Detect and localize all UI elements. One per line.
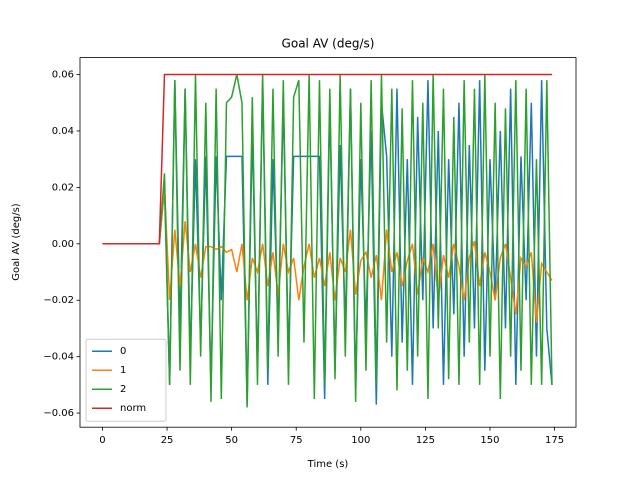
chart-title: Goal AV (deg/s) <box>282 37 375 51</box>
x-tick-label: 25 <box>161 435 174 446</box>
x-tick-label: 50 <box>225 435 238 446</box>
y-tick-label: −0.06 <box>43 408 74 419</box>
plot-frame <box>79 57 577 428</box>
y-tick-label: 0.06 <box>52 70 74 81</box>
x-tick-label: 100 <box>351 435 370 446</box>
y-tick-label: 0.04 <box>52 126 74 137</box>
y-axis-label: Goal AV (deg/s) <box>11 203 22 281</box>
x-tick-label: 75 <box>290 435 303 446</box>
legend-label: 2 <box>120 384 126 395</box>
x-tick-label: 175 <box>545 435 564 446</box>
x-axis-label: Time (s) <box>307 459 349 470</box>
y-tick-label: −0.02 <box>43 295 74 306</box>
legend-box <box>85 338 167 422</box>
legend-label: 1 <box>120 365 126 376</box>
x-tick-label: 125 <box>416 435 435 446</box>
x-tick-label: 0 <box>99 435 105 446</box>
y-tick-label: 0.00 <box>52 239 74 250</box>
y-tick-label: 0.02 <box>52 182 74 193</box>
legend-label: norm <box>120 403 146 414</box>
y-tick-label: −0.04 <box>43 352 74 363</box>
x-tick-label: 150 <box>480 435 499 446</box>
legend-label: 0 <box>120 346 126 357</box>
series-line <box>102 74 553 408</box>
series-line <box>102 73 552 245</box>
